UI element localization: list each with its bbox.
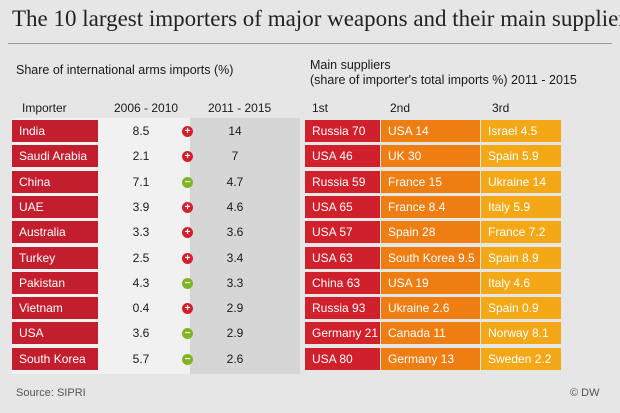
share-2011-2015-value: 4.6 bbox=[226, 200, 244, 214]
chart-title: The 10 largest importers of major weapon… bbox=[12, 6, 620, 31]
share-2011-2015-value: 7 bbox=[231, 149, 239, 163]
importer-cell: China bbox=[12, 171, 98, 193]
supplier-2nd-cell: UK 30 bbox=[381, 145, 480, 167]
increase-icon: + bbox=[182, 126, 193, 137]
decrease-icon: − bbox=[182, 354, 193, 365]
increase-icon: + bbox=[182, 151, 193, 162]
supplier-1st-cell: USA 65 bbox=[305, 196, 380, 218]
supplier-3rd-cell: Israel 4.5 bbox=[481, 120, 561, 142]
decrease-icon: − bbox=[182, 177, 193, 188]
importer-cell: Vietnam bbox=[12, 297, 98, 319]
supplier-1st-cell: USA 63 bbox=[305, 247, 380, 269]
share-2011-2015-value: 2.9 bbox=[226, 301, 244, 315]
col-header-3rd: 3rd bbox=[492, 101, 510, 115]
increase-icon: + bbox=[182, 227, 193, 238]
title-divider bbox=[8, 43, 612, 44]
col-header-importer: Importer bbox=[22, 101, 67, 115]
col-header-2nd: 2nd bbox=[390, 101, 411, 115]
share-2006-2010-value: 4.3 bbox=[132, 276, 150, 290]
share-2006-2010-value: 7.1 bbox=[132, 175, 150, 189]
supplier-2nd-cell: Germany 13 bbox=[381, 348, 480, 370]
left-section-heading: Share of international arms imports (%) bbox=[16, 63, 234, 77]
col-header-period2: 2011 - 2015 bbox=[208, 101, 272, 115]
share-2011-2015-value: 4.7 bbox=[226, 175, 244, 189]
supplier-3rd-cell: Norway 8.1 bbox=[481, 322, 561, 344]
share-2006-2010-value: 0.4 bbox=[132, 301, 150, 315]
importer-cell: Saudi Arabia bbox=[12, 145, 98, 167]
supplier-1st-cell: USA 80 bbox=[305, 348, 380, 370]
share-2006-2010-value: 3.9 bbox=[132, 200, 150, 214]
period2-column-shade bbox=[190, 118, 300, 374]
share-2011-2015-value: 2.6 bbox=[226, 352, 244, 366]
increase-icon: + bbox=[182, 303, 193, 314]
supplier-1st-cell: Russia 59 bbox=[305, 171, 380, 193]
share-2011-2015-value: 3.6 bbox=[226, 225, 244, 239]
copyright-note: © DW bbox=[570, 387, 600, 399]
increase-icon: + bbox=[182, 253, 193, 264]
share-2006-2010-value: 3.3 bbox=[132, 225, 150, 239]
importer-cell: South Korea bbox=[12, 348, 98, 370]
col-header-period1: 2006 - 2010 bbox=[114, 101, 179, 115]
supplier-2nd-cell: France 8.4 bbox=[381, 196, 480, 218]
supplier-1st-cell: Russia 93 bbox=[305, 297, 380, 319]
supplier-3rd-cell: France 7.2 bbox=[481, 221, 561, 243]
supplier-2nd-cell: Ukraine 2.6 bbox=[381, 297, 480, 319]
supplier-3rd-cell: Spain 5.9 bbox=[481, 145, 561, 167]
importer-cell: India bbox=[12, 120, 98, 142]
share-2011-2015-value: 14 bbox=[228, 124, 242, 138]
share-2006-2010-value: 2.1 bbox=[132, 149, 150, 163]
supplier-3rd-cell: Sweden 2.2 bbox=[481, 348, 561, 370]
importer-cell: USA bbox=[12, 322, 98, 344]
share-2006-2010-value: 3.6 bbox=[132, 326, 150, 340]
supplier-1st-cell: USA 57 bbox=[305, 221, 380, 243]
supplier-1st-cell: Russia 70 bbox=[305, 120, 380, 142]
supplier-1st-cell: China 63 bbox=[305, 272, 380, 294]
share-2011-2015-value: 2.9 bbox=[226, 326, 244, 340]
share-2011-2015-value: 3.3 bbox=[226, 276, 244, 290]
right-section-heading: Main suppliers (share of importer's tota… bbox=[310, 58, 577, 88]
supplier-2nd-cell: Spain 28 bbox=[381, 221, 480, 243]
supplier-3rd-cell: Italy 4.6 bbox=[481, 272, 561, 294]
importer-cell: UAE bbox=[12, 196, 98, 218]
supplier-3rd-cell: Italy 5.9 bbox=[481, 196, 561, 218]
supplier-1st-cell: Germany 21 bbox=[305, 322, 380, 344]
share-2006-2010-value: 2.5 bbox=[132, 251, 150, 265]
importer-cell: Pakistan bbox=[12, 272, 98, 294]
right-heading-line2: (share of importer's total imports %) 20… bbox=[310, 73, 577, 87]
supplier-3rd-cell: Spain 0.9 bbox=[481, 297, 561, 319]
supplier-3rd-cell: Spain 8.9 bbox=[481, 247, 561, 269]
right-heading-line1: Main suppliers bbox=[310, 58, 391, 72]
share-2011-2015-value: 3.4 bbox=[226, 251, 244, 265]
importer-cell: Turkey bbox=[12, 247, 98, 269]
supplier-2nd-cell: USA 14 bbox=[381, 120, 480, 142]
col-header-1st: 1st bbox=[312, 101, 329, 115]
decrease-icon: − bbox=[182, 328, 193, 339]
share-2006-2010-value: 8.5 bbox=[132, 124, 150, 138]
supplier-3rd-cell: Ukraine 14 bbox=[481, 171, 561, 193]
importer-cell: Australia bbox=[12, 221, 98, 243]
supplier-2nd-cell: France 15 bbox=[381, 171, 480, 193]
decrease-icon: − bbox=[182, 278, 193, 289]
source-note: Source: SIPRI bbox=[16, 387, 86, 399]
supplier-2nd-cell: USA 19 bbox=[381, 272, 480, 294]
supplier-2nd-cell: South Korea 9.5 bbox=[381, 247, 480, 269]
share-2006-2010-value: 5.7 bbox=[132, 352, 150, 366]
supplier-1st-cell: USA 46 bbox=[305, 145, 380, 167]
supplier-2nd-cell: Canada 11 bbox=[381, 322, 480, 344]
increase-icon: + bbox=[182, 202, 193, 213]
